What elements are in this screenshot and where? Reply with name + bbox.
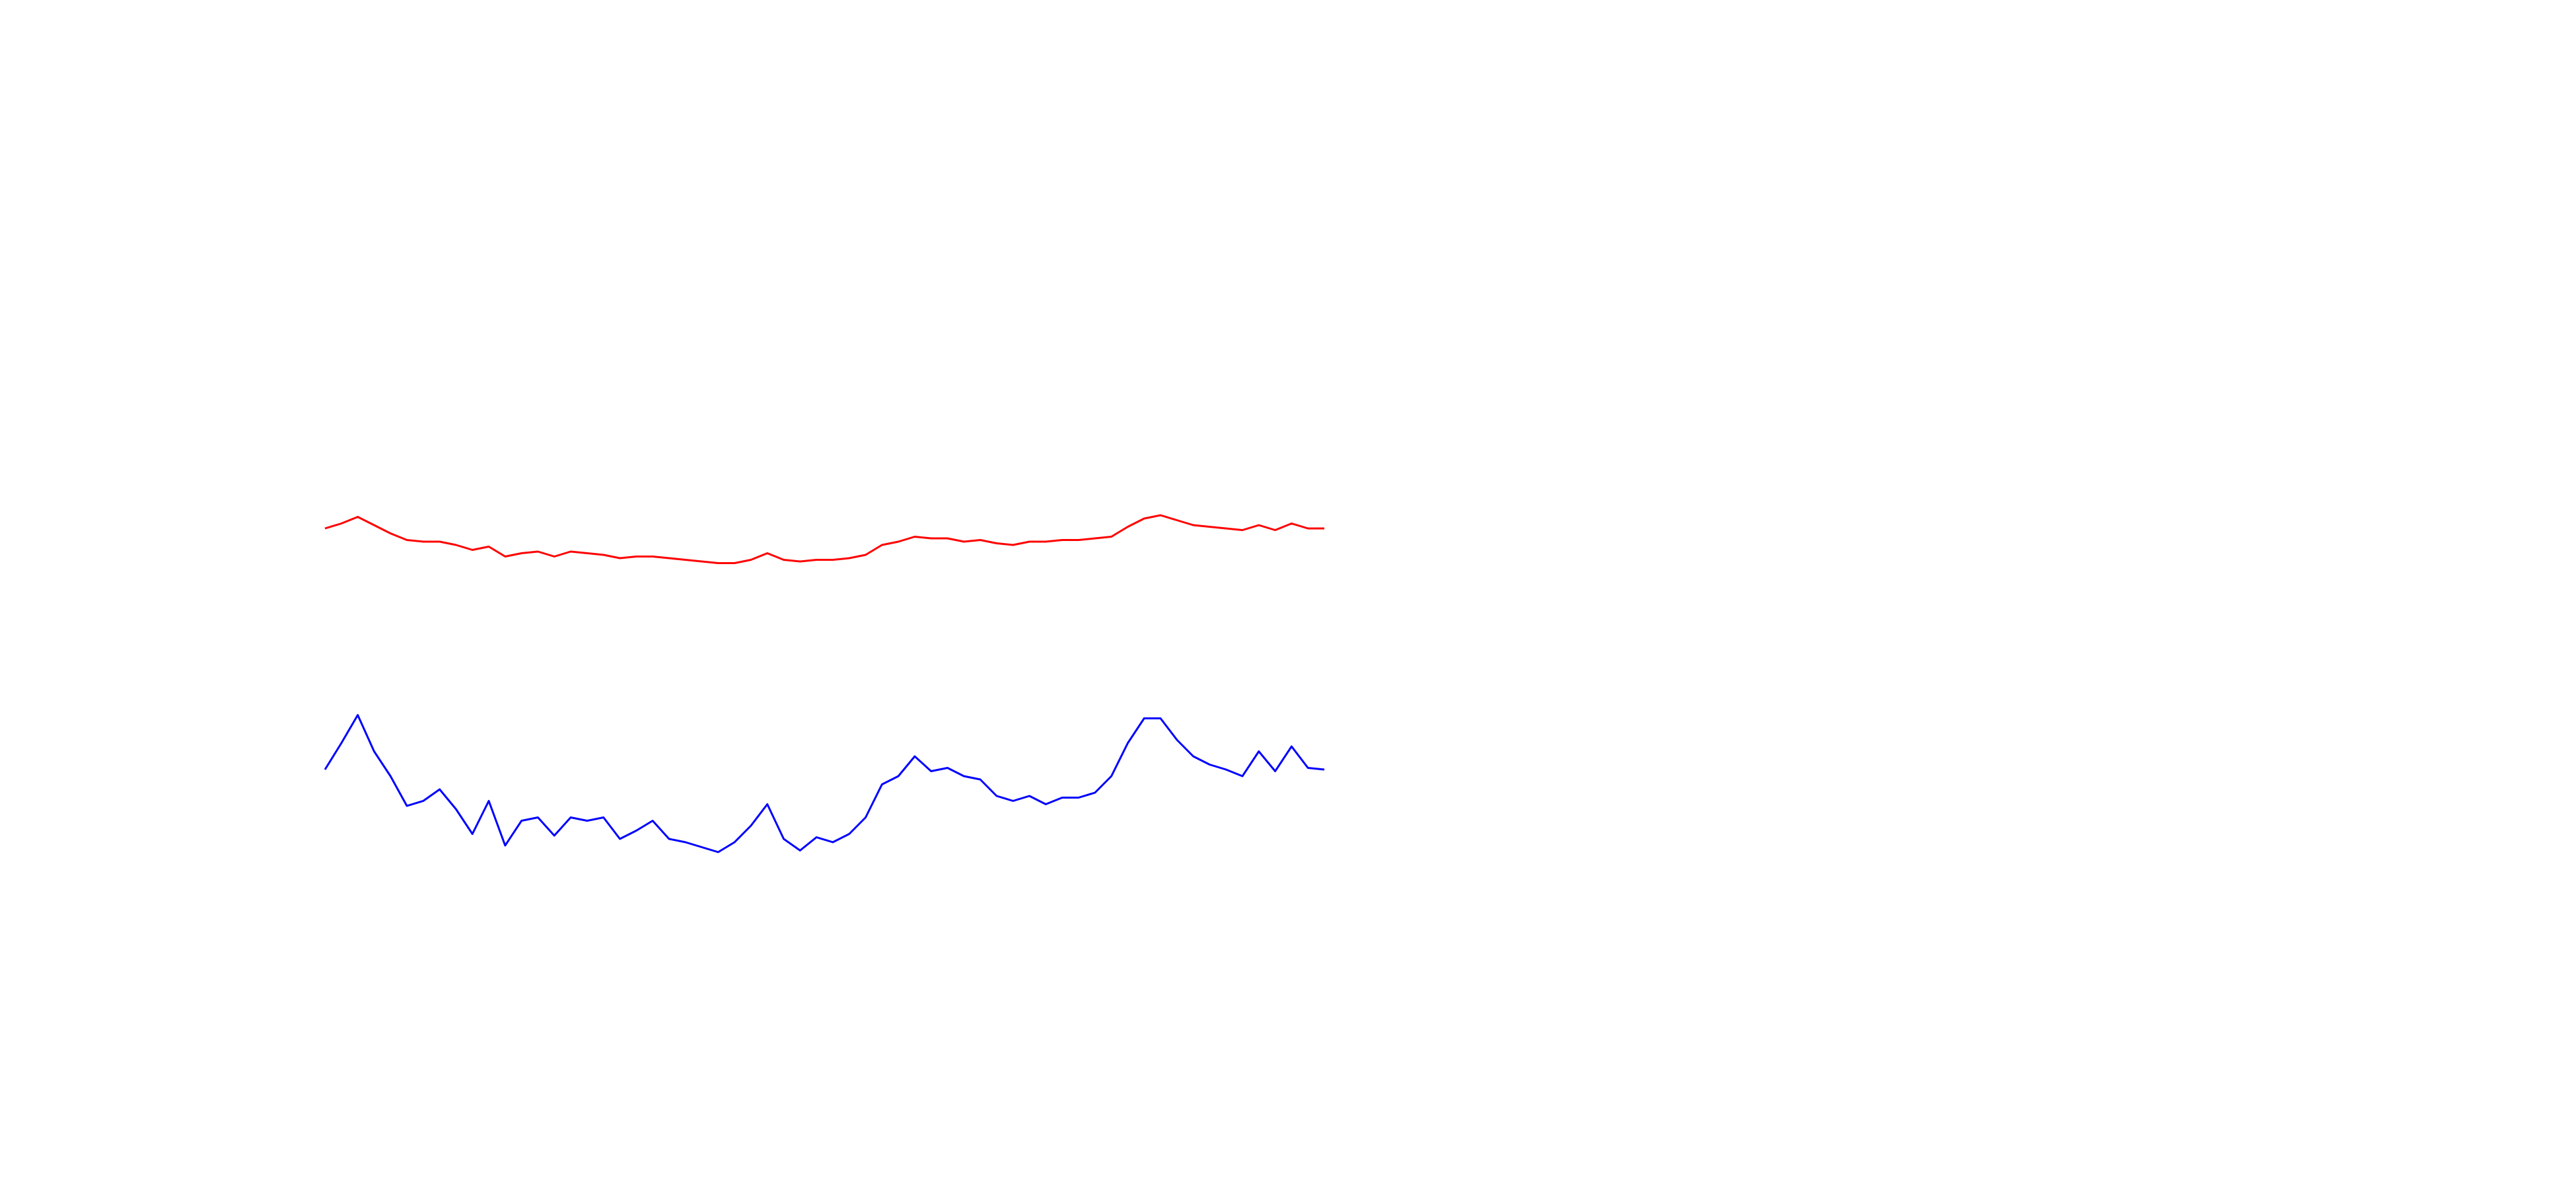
data-line — [324, 714, 1325, 853]
data-line — [324, 514, 1324, 564]
